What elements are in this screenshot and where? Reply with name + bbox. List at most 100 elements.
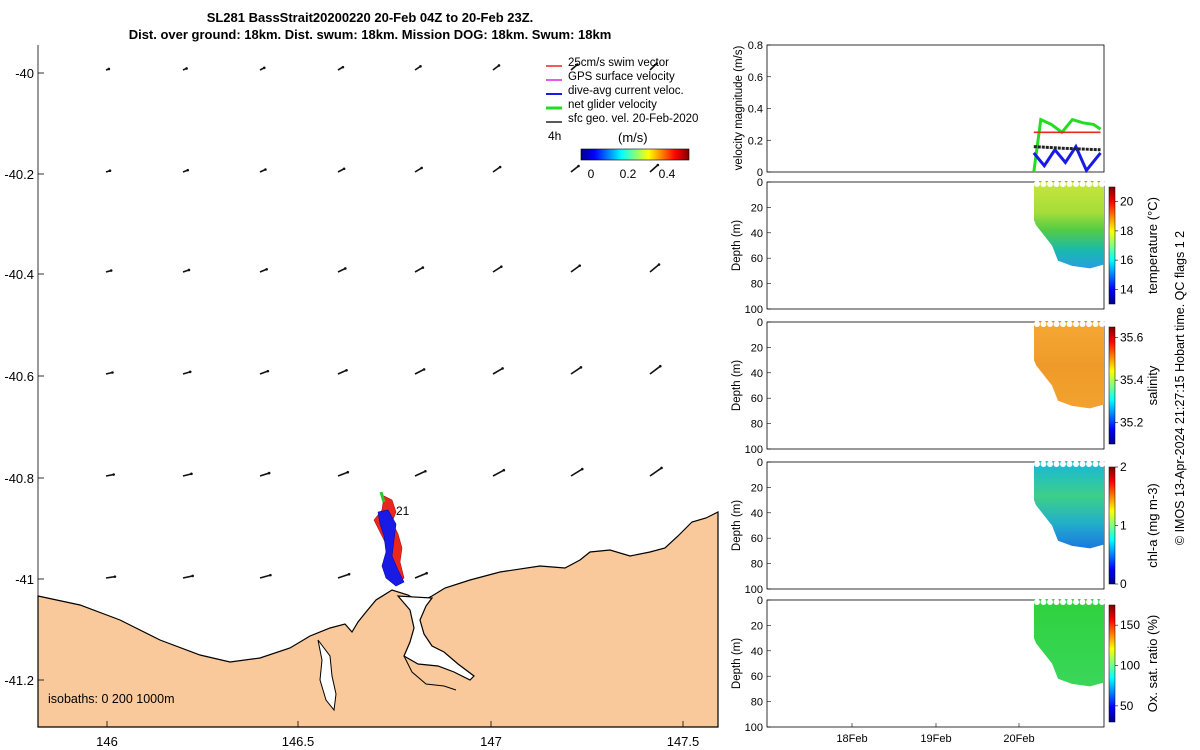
sfc-velocity-arrowhead — [578, 264, 582, 267]
sfc-velocity-arrowhead — [186, 168, 190, 172]
profile-edge-scallop — [1040, 461, 1047, 467]
profile-edge-scallop — [1034, 599, 1040, 605]
sfc-velocity-arrowhead — [190, 472, 193, 476]
sfc-velocity-arrowhead — [187, 268, 191, 272]
sfc-velocity-arrowhead — [343, 267, 347, 270]
profile-edge-scallop — [1073, 181, 1079, 187]
profile-edge-scallop — [1073, 599, 1079, 605]
profile-edge-scallop — [1053, 599, 1060, 605]
velocity-y-tick-label: 0.6 — [748, 72, 763, 84]
sfc-velocity-arrow — [414, 368, 425, 375]
sfc-velocity-arrowhead — [422, 368, 426, 371]
legend-item-dive-avg: dive-avg current veloc. — [568, 85, 684, 97]
velocity-series-net-glider-velocity — [1032, 117, 1102, 173]
sfc-velocity-arrow — [414, 470, 426, 477]
sfc-velocity-arrowhead — [502, 468, 506, 472]
map-lat-ticks: -40 -40.2 -40.4 -40.6 -40.8 -41 -41.2 — [4, 66, 44, 688]
sfc-velocity-arrowhead — [185, 67, 188, 70]
sfc-velocity-arrow — [649, 365, 661, 375]
sfc-velocity-arrowhead — [264, 168, 267, 171]
sfc-velocity-arrow — [570, 165, 580, 173]
sfc-velocity-arrowhead — [424, 469, 427, 473]
sfc-velocity-arrowhead — [501, 367, 504, 370]
profile-y-tick-label: 60 — [751, 533, 763, 545]
profile-colorbar — [1108, 466, 1116, 585]
sfc-velocity-arrowhead — [656, 163, 660, 167]
sfc-velocity-arrowhead — [420, 166, 423, 170]
sfc-velocity-arrowhead — [498, 165, 502, 169]
sfc-velocity-arrowhead — [658, 364, 662, 368]
sfc-velocity-arrow — [337, 369, 347, 375]
map-colorbar-tick-0: 0 — [588, 167, 595, 181]
profile-edge-scallop — [1060, 181, 1066, 187]
profile-panel-4: 0 20 40 60 80 100 Depth (m) 50 100 150 Ox. sat. ra… — [731, 595, 1160, 745]
profile-y-tick-label: 80 — [751, 559, 763, 571]
sfc-velocity-arrowhead — [108, 169, 112, 173]
profile-edge-scallop — [1047, 599, 1053, 605]
sfc-velocity-arrow — [337, 573, 350, 579]
glider-track: 21 — [373, 491, 410, 587]
map-colorbar — [580, 148, 690, 161]
sfc-velocity-arrow — [259, 574, 271, 579]
profile-data-field — [1034, 600, 1104, 687]
profile-edge-scallop — [1086, 321, 1092, 327]
profile-data-field — [1034, 322, 1104, 409]
estuary — [396, 595, 475, 681]
profile-y-tick-label: 100 — [745, 304, 763, 316]
profile-edge-scallop — [1040, 321, 1047, 327]
profile-colorbar-tick-label: 1 — [1120, 519, 1127, 533]
profile-edge-scallop — [1047, 321, 1053, 327]
sfc-velocity-arrowhead — [191, 574, 194, 578]
sfc-velocity-arrowhead — [111, 371, 114, 374]
sfc-velocity-arrow — [492, 367, 503, 375]
track-label-21: 21 — [396, 504, 410, 518]
velocity-y-tick-label: 0.8 — [748, 40, 763, 52]
map-lon-tick-label: 147 — [480, 734, 502, 749]
sfc-velocity-arrow — [337, 471, 349, 477]
map-lat-tick-label: -40 — [15, 66, 34, 81]
profile-edge-scallop — [1099, 599, 1105, 605]
profile-colorbar-tick-label: 100 — [1120, 659, 1140, 673]
profile-edge-scallop — [1047, 181, 1053, 187]
isobaths-label: isobaths: 0 200 1000m — [48, 692, 174, 706]
profile-colorbar-label: temperature (°C) — [1145, 197, 1160, 294]
profile-edge-scallop — [1079, 599, 1086, 605]
profile-y-tick-label: 20 — [751, 482, 763, 494]
profile-colorbar — [1108, 186, 1116, 305]
sfc-velocity-arrows — [105, 62, 663, 579]
profile-edge-scallop — [1053, 181, 1060, 187]
velocity-y-tick-label: 0.2 — [748, 135, 763, 147]
profile-x-tick-label: 20Feb — [1003, 733, 1034, 745]
sfc-velocity-arrow — [259, 370, 269, 375]
profile-edge-scallop — [1092, 599, 1099, 605]
profile-edge-scallop — [1073, 461, 1079, 467]
profile-edge-scallop — [1066, 461, 1073, 467]
map-colorbar-label: (m/s) — [618, 130, 648, 145]
velocity-y-tick-label: 0 — [757, 167, 763, 179]
sfc-velocity-arrow — [414, 572, 427, 579]
velocity-y-ticks: 0 0.2 0.4 0.6 0.8 — [748, 40, 771, 179]
sfc-velocity-arrow — [570, 264, 581, 273]
profile-y-tick-label: 60 — [751, 393, 763, 405]
profile-data-field — [1034, 462, 1104, 549]
profile-y-tick-label: 80 — [751, 279, 763, 291]
profile-edge-scallop — [1079, 321, 1086, 327]
profile-y-tick-label: 40 — [751, 228, 763, 240]
profile-edge-scallop — [1034, 321, 1040, 327]
profile-ylabel: Depth (m) — [731, 220, 743, 271]
profile-edge-scallop — [1060, 599, 1066, 605]
map-lat-tick-label: -40.4 — [4, 267, 34, 282]
sfc-velocity-arrowhead — [657, 263, 661, 266]
profile-edge-scallop — [1092, 181, 1099, 187]
sfc-velocity-arrowhead — [500, 265, 503, 268]
profile-y-tick-label: 20 — [751, 620, 763, 632]
sfc-velocity-arrow — [337, 267, 346, 273]
track-blue — [377, 509, 405, 587]
profile-colorbar-tick-label: 18 — [1120, 224, 1134, 238]
map-lat-tick-label: -40.6 — [4, 369, 34, 384]
profile-edge-scallop — [1099, 181, 1105, 187]
velocity-plot-frame — [766, 44, 1105, 173]
sfc-velocity-arrowhead — [346, 470, 350, 474]
track-green — [379, 491, 386, 503]
river-channel — [317, 639, 337, 712]
